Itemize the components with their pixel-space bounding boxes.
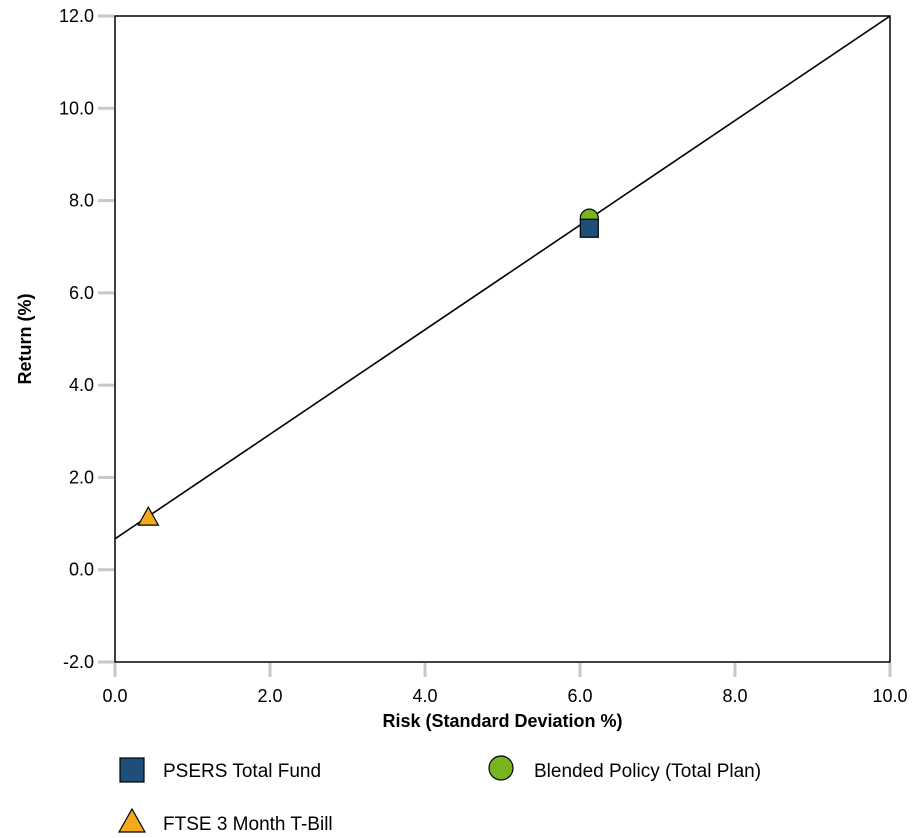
y-axis-ticks: -2.0 0.0 2.0 4.0 6.0 8.0 10.0 12.0	[59, 6, 114, 672]
legend-item: Blended Policy (Total Plan)	[488, 755, 761, 782]
x-axis-ticks: 0.0 2.0 4.0 6.0 8.0 10.0	[102, 663, 908, 706]
x-tick-label: 6.0	[567, 686, 592, 706]
point-triangle	[137, 505, 160, 526]
legend-label: PSERS Total Fund	[163, 761, 321, 782]
capital-market-line	[114, 15, 891, 540]
legend-label: FTSE 3 Month T-Bill	[163, 814, 333, 835]
legend-item: PSERS Total Fund	[119, 757, 321, 783]
x-tick-label: 4.0	[412, 686, 437, 706]
legend-item: FTSE 3 Month T-Bill	[117, 807, 333, 835]
legend-triangle-icon	[117, 807, 147, 833]
y-tick-label: 8.0	[69, 191, 94, 211]
x-tick-label: 2.0	[257, 686, 282, 706]
y-tick-label: 6.0	[69, 283, 94, 303]
x-tick-label: 10.0	[872, 686, 907, 706]
y-tick-label: 4.0	[69, 375, 94, 395]
y-tick-label: 2.0	[69, 467, 94, 487]
y-tick-label: 0.0	[69, 560, 94, 580]
y-tick-label: 10.0	[59, 98, 94, 118]
x-tick-label: 8.0	[722, 686, 747, 706]
legend-label: Blended Policy (Total Plan)	[534, 761, 761, 782]
legend-circle-icon	[488, 755, 514, 781]
y-tick-label: 12.0	[59, 6, 94, 26]
x-tick-label: 0.0	[102, 686, 127, 706]
plot-area	[114, 15, 891, 663]
legend: PSERS Total Fund Blended Policy (Total Pl…	[117, 755, 761, 835]
x-axis-title: Risk (Standard Deviation %)	[382, 711, 622, 731]
legend-square-icon	[119, 757, 145, 783]
data-points	[137, 208, 599, 526]
y-tick-label: -2.0	[63, 652, 94, 672]
y-axis-title: Return (%)	[15, 294, 35, 385]
point-square	[579, 218, 599, 238]
